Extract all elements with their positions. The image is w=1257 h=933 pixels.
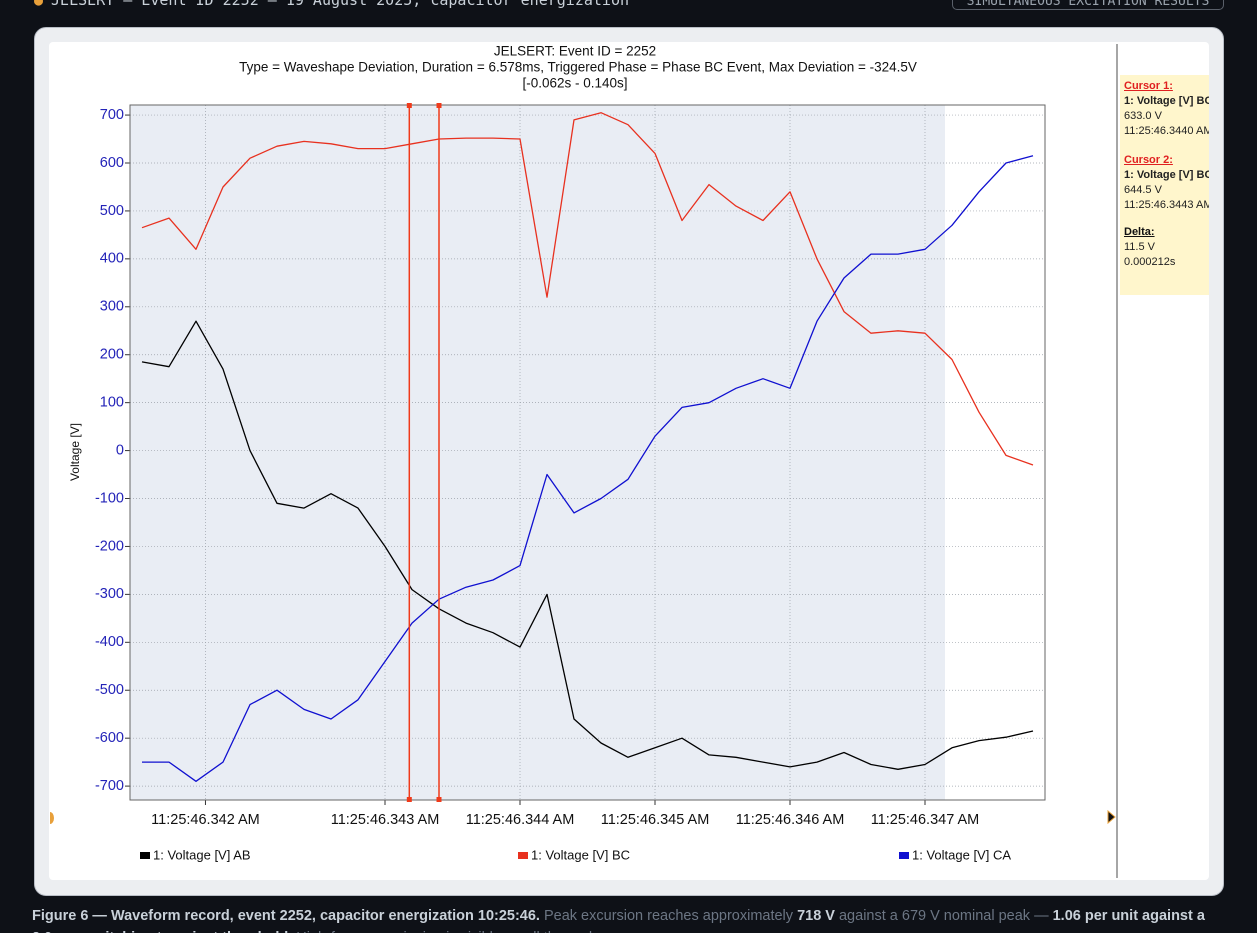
cursor-handle	[406, 797, 412, 802]
cursor-handle	[436, 797, 442, 802]
x-tick-label: 11:25:46.345 AM	[601, 812, 710, 828]
cursor-handle	[406, 103, 412, 108]
x-tick-label: 11:25:46.344 AM	[466, 812, 575, 828]
y-tick-label: 700	[100, 107, 124, 123]
y-tick-label: -600	[95, 730, 124, 746]
legend-label: 1: Voltage [V] BC	[531, 847, 630, 862]
plot-shade	[130, 105, 945, 800]
y-tick-label: -100	[95, 490, 124, 506]
y-tick-label: 400	[100, 251, 124, 267]
cursor-panel: Cursor 1: 1: Voltage [V] BC 633.0 V 11:2…	[1120, 75, 1209, 295]
y-tick-label: -300	[95, 586, 124, 602]
caption-part: Figure 6 — Waveform record, event 2252, …	[32, 908, 540, 924]
y-tick-label: 100	[100, 394, 124, 410]
legend-swatch	[518, 852, 528, 859]
results-button[interactable]: SIMULTANEOUS EXCITATION RESULTS	[952, 0, 1224, 10]
y-tick-label: 600	[100, 155, 124, 171]
chart-subtitle: Type = Waveshape Deviation, Duration = 6…	[239, 60, 917, 75]
figure-caption: Figure 6 — Waveform record, event 2252, …	[32, 905, 1222, 933]
series-line	[141, 320, 1034, 770]
delta-value: 11.5 V	[1124, 241, 1155, 253]
caption-part: 1.06 per unit against a 2.0 p.u. switchi…	[32, 908, 1205, 933]
legend-label: 1: Voltage [V] CA	[912, 847, 1011, 862]
series-line	[142, 155, 1034, 782]
y-tick-label: -500	[95, 682, 124, 698]
legend-swatch	[140, 852, 150, 859]
page-title: JELSERT — Event ID 2252 — 19 August 2025…	[51, 0, 629, 9]
chart-title: JELSERT: Event ID = 2252	[494, 44, 656, 59]
delta-time: 0.000212s	[1124, 256, 1176, 268]
y-tick-label: 200	[100, 347, 124, 363]
chart-range: [-0.062s - 0.140s]	[522, 76, 627, 91]
y-tick-label: -400	[95, 634, 124, 650]
y-axis-label: Voltage [V]	[68, 423, 82, 481]
legend-label: 1: Voltage [V] AB	[153, 847, 251, 862]
top-bar: ● JELSERT — Event ID 2252 — 19 August 202…	[34, 0, 629, 9]
cursor-1-series: 1: Voltage [V] BC	[1124, 95, 1209, 107]
cursor-2-value: 644.5 V	[1124, 184, 1162, 196]
cursor-1-time: 11:25:46.3440 AM	[1124, 125, 1209, 137]
scroll-right[interactable]	[1107, 809, 1116, 825]
y-tick-label: 0	[116, 442, 124, 458]
plot-frame	[129, 104, 1046, 801]
x-tick-label: 11:25:46.347 AM	[871, 812, 980, 828]
x-tick-label: 11:25:46.343 AM	[331, 812, 440, 828]
caption-part: against a 679 V nominal peak —	[834, 908, 1053, 924]
legend-swatch	[899, 852, 909, 859]
y-tick-label: -200	[95, 538, 124, 554]
cursor-handle	[436, 103, 442, 108]
y-tick-label: -700	[95, 778, 124, 794]
caption-part: 718 V	[797, 908, 835, 924]
cursor-2-series: 1: Voltage [V] BC	[1124, 169, 1209, 181]
caption-part: High-frequency ringing is visible on all…	[292, 930, 631, 933]
cursor-1-value: 633.0 V	[1124, 110, 1162, 122]
x-tick-label: 11:25:46.342 AM	[151, 812, 260, 828]
caption-part: Peak excursion reaches approximately	[539, 908, 798, 924]
y-tick-label: 300	[100, 299, 124, 315]
scroll-left[interactable]	[50, 812, 54, 824]
cursor-2-label: Cursor 2:	[1124, 154, 1173, 166]
delta-label: Delta:	[1124, 226, 1155, 238]
x-tick-label: 11:25:46.346 AM	[736, 812, 845, 828]
series-line	[141, 112, 1034, 466]
cursor-2-time: 11:25:46.3443 AM	[1124, 199, 1209, 211]
cursor-1-label: Cursor 1:	[1124, 80, 1173, 92]
y-tick-label: 500	[100, 203, 124, 219]
